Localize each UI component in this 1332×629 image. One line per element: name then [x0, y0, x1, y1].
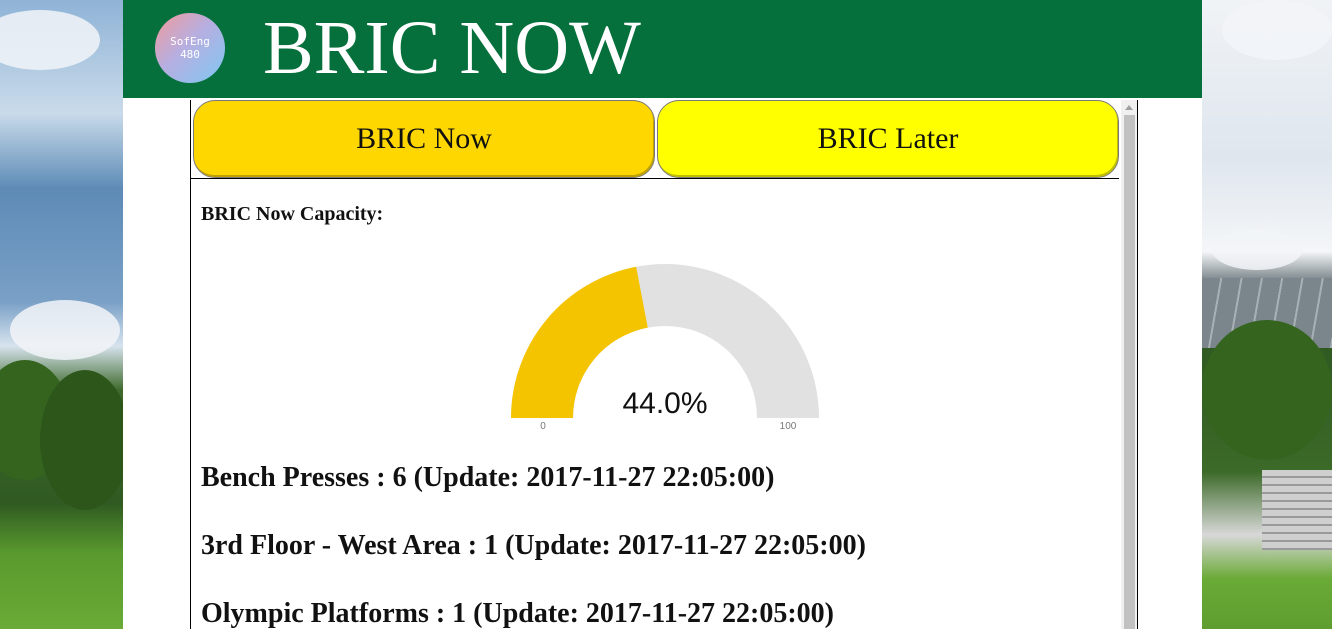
capacity-gauge: 44.0% 0 100 — [511, 264, 819, 432]
capacity-label: BRIC Now Capacity: — [201, 203, 384, 225]
stat-olympic-platforms: Olympic Platforms : 1 (Update: 2017-11-2… — [201, 598, 835, 629]
gauge-fill — [511, 266, 648, 418]
site-header: SofEng 480 BRIC NOW — [123, 0, 1202, 98]
logo-line-2: 480 — [180, 48, 200, 61]
gauge-min-label: 0 — [540, 421, 546, 432]
softeng-logo[interactable]: SofEng 480 — [155, 13, 225, 83]
background-photo-right — [1202, 0, 1332, 629]
gauge-max-label: 100 — [780, 421, 797, 432]
stat-bench-presses: Bench Presses : 6 (Update: 2017-11-27 22… — [201, 462, 775, 493]
site-title: BRIC NOW — [263, 6, 641, 90]
tab-bric-now[interactable]: BRIC Now — [193, 100, 655, 178]
content-frame: BRIC Now BRIC Later BRIC Now Capacity: 4… — [190, 100, 1138, 629]
scroll-thumb[interactable] — [1124, 115, 1135, 629]
tab-divider — [191, 178, 1119, 179]
gauge-value-text: 44.0% — [622, 387, 707, 420]
stat-3rd-floor-west: 3rd Floor - West Area : 1 (Update: 2017-… — [201, 530, 866, 561]
tab-bric-later[interactable]: BRIC Later — [657, 100, 1119, 178]
background-photo-left — [0, 0, 123, 629]
page-panel: BRIC Now BRIC Later BRIC Now Capacity: 4… — [123, 98, 1202, 629]
logo-line-1: SofEng — [170, 35, 210, 48]
tab-bar: BRIC Now BRIC Later — [193, 100, 1119, 178]
scroll-up-arrow-icon[interactable] — [1121, 100, 1137, 114]
vertical-scrollbar[interactable] — [1121, 100, 1137, 629]
